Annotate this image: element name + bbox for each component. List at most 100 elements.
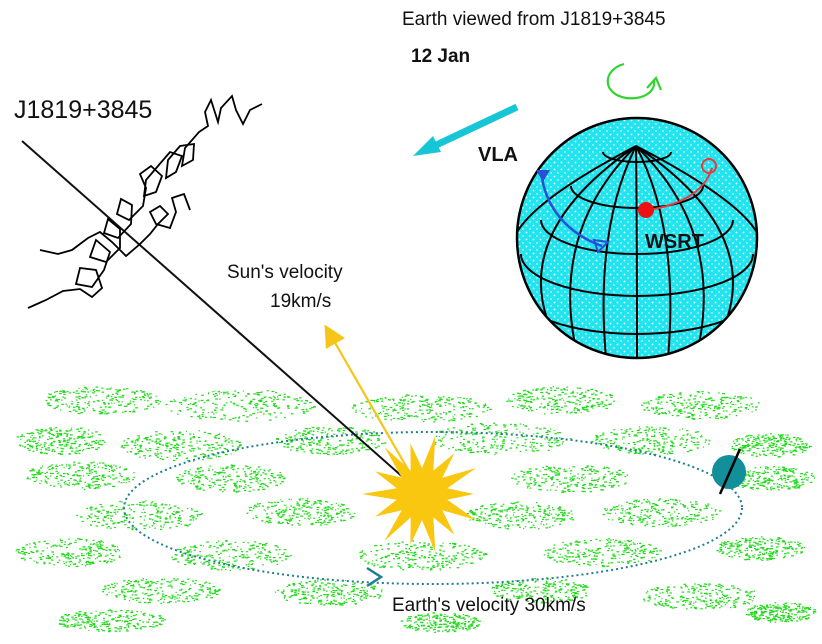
screen-speckle [773, 449, 776, 451]
screen-speckle [472, 552, 475, 554]
screen-speckle [463, 438, 465, 440]
screen-speckle [279, 472, 282, 474]
screen-speckle [715, 415, 718, 417]
screen-speckle [19, 444, 22, 446]
screen-speckle [63, 561, 65, 563]
screen-speckle [674, 436, 677, 438]
screen-speckle [670, 517, 674, 519]
screen-speckle [52, 396, 55, 399]
screen-speckle [433, 558, 435, 560]
screen-speckle [539, 489, 542, 491]
screen-speckle [321, 451, 324, 453]
screen-speckle [293, 508, 297, 510]
screen-speckle [737, 438, 741, 440]
screen-speckle [440, 550, 442, 552]
screen-speckle [794, 449, 797, 451]
screen-speckle [628, 517, 631, 519]
screen-speckle [626, 474, 629, 476]
screen-speckle [38, 435, 41, 437]
screen-speckle [88, 563, 92, 565]
screen-speckle [361, 408, 363, 410]
screen-speckle [614, 479, 617, 481]
screen-speckle [176, 449, 179, 451]
screen-speckle [407, 400, 410, 402]
screen-speckle [653, 520, 656, 522]
screen-speckle [222, 566, 225, 568]
screen-speckle [82, 475, 85, 477]
screen-speckle [241, 551, 244, 553]
screen-speckle [374, 447, 377, 449]
screen-speckle [254, 476, 256, 478]
screen-speckle [56, 556, 59, 558]
screen-speckle [256, 545, 260, 547]
screen-speckle [511, 477, 514, 479]
screen-speckle [222, 435, 225, 438]
screen-speckle [628, 513, 632, 515]
screen-speckle [442, 566, 445, 568]
screen-speckle [560, 518, 562, 520]
screen-speckle [466, 413, 468, 415]
screen-speckle [200, 561, 202, 563]
screen-speckle [784, 481, 788, 483]
screen-speckle [228, 561, 230, 563]
screen-speckle [748, 471, 750, 473]
screen-speckle [86, 472, 88, 475]
screen-speckle [520, 518, 523, 520]
screen-speckle [211, 568, 213, 570]
screen-speckle [242, 541, 245, 543]
screen-speckle [60, 451, 63, 453]
screen-speckle [293, 435, 297, 437]
screen-speckle [123, 481, 125, 484]
screen-speckle [165, 517, 167, 519]
screen-speckle [517, 476, 520, 478]
screen-speckle [414, 411, 417, 413]
screen-speckle [317, 428, 320, 430]
screen-speckle [685, 516, 689, 518]
screen-speckle [739, 398, 743, 400]
screen-speckle [21, 550, 24, 553]
screen-speckle [788, 476, 791, 478]
screen-speckle [593, 404, 596, 407]
screen-speckle [563, 388, 565, 390]
screen-speckle [760, 482, 763, 484]
screen-speckle [99, 503, 102, 506]
screen-speckle [693, 398, 696, 400]
screen-speckle [664, 412, 666, 414]
screen-speckle [717, 406, 719, 408]
screen-speckle [89, 550, 92, 552]
screen-speckle [149, 397, 151, 399]
screen-speckle [133, 409, 135, 411]
screen-speckle [583, 483, 587, 486]
screen-speckle [558, 472, 561, 474]
screen-speckle [744, 407, 748, 409]
screen-speckle [208, 546, 211, 548]
screen-speckle [444, 402, 447, 404]
screen-speckle [41, 452, 43, 454]
screen-speckle [270, 561, 273, 563]
screen-speckle [118, 389, 121, 391]
screen-speckle [261, 505, 265, 507]
screen-speckle [691, 415, 694, 417]
screen-speckle [198, 471, 202, 473]
screen-speckle [90, 462, 93, 464]
screen-speckle [274, 397, 276, 399]
screen-speckle [52, 449, 55, 451]
screen-speckle [789, 437, 791, 439]
screen-speckle [88, 401, 91, 403]
screen-speckle [213, 474, 217, 476]
screen-speckle [193, 563, 195, 565]
screen-speckle [63, 563, 65, 565]
screen-speckle [66, 405, 68, 407]
screen-speckle [142, 397, 145, 399]
screen-speckle [275, 549, 278, 551]
screen-speckle [555, 399, 558, 401]
screen-speckle [272, 404, 275, 406]
screen-speckle [245, 475, 248, 477]
screen-speckle [594, 485, 596, 487]
screen-speckle [406, 551, 410, 554]
screen-speckle [221, 569, 223, 571]
screen-speckle [98, 434, 102, 436]
screen-speckle [252, 407, 255, 409]
screen-speckle [648, 442, 651, 445]
screen-speckle [24, 552, 27, 554]
